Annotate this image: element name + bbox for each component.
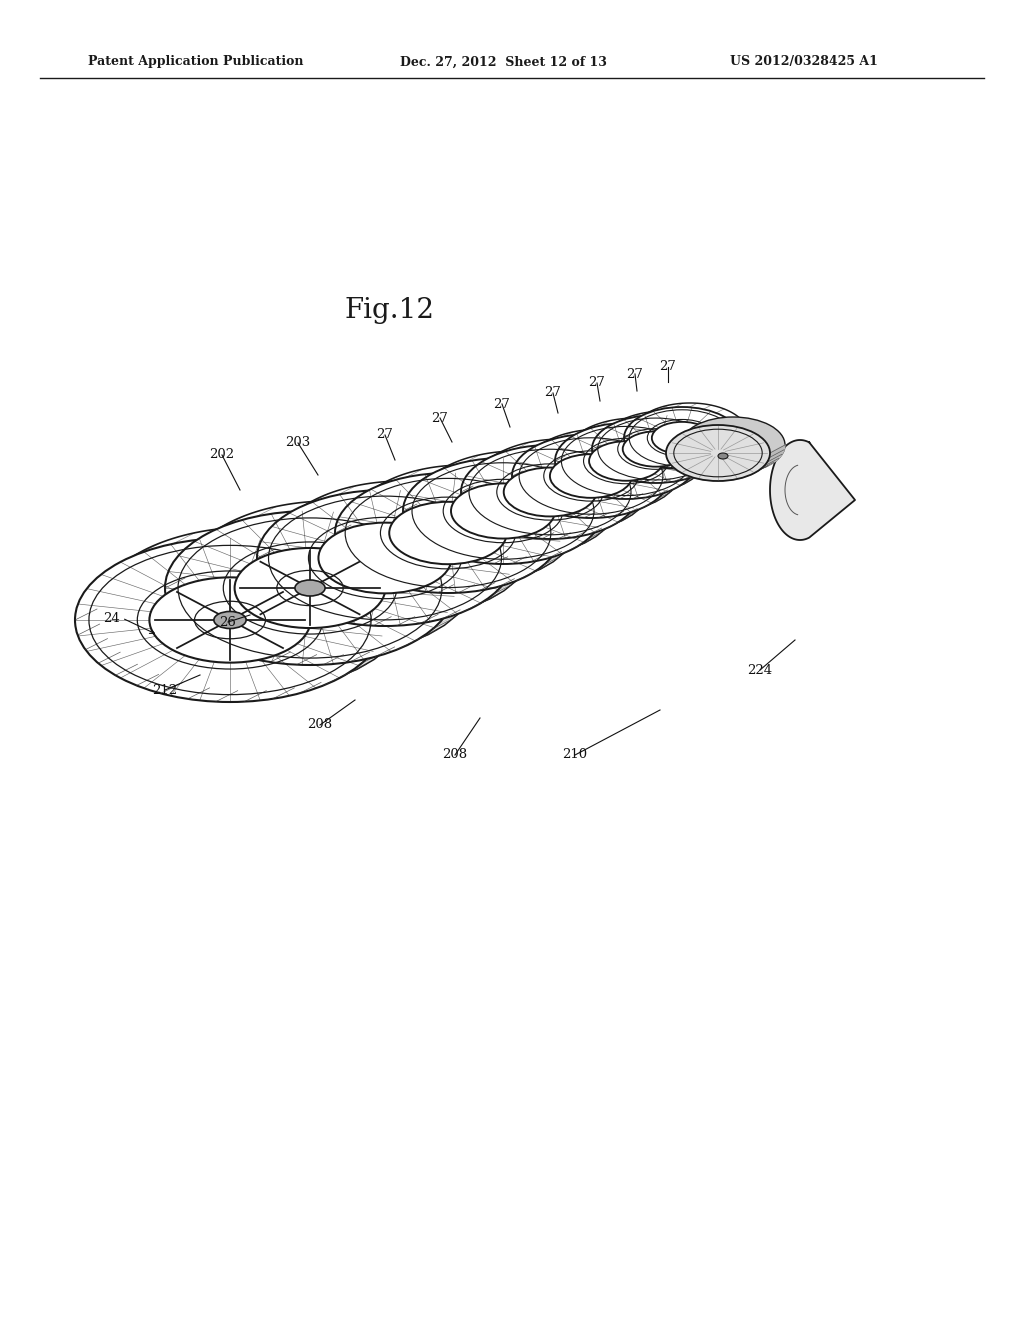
Polygon shape [75, 609, 407, 702]
Ellipse shape [150, 577, 310, 663]
Polygon shape [403, 504, 617, 564]
Text: 27: 27 [659, 360, 677, 374]
Ellipse shape [389, 502, 507, 564]
Text: 24: 24 [103, 611, 121, 624]
Polygon shape [555, 455, 707, 499]
Ellipse shape [718, 453, 728, 459]
Text: 27: 27 [494, 397, 510, 411]
Ellipse shape [257, 490, 513, 626]
Polygon shape [165, 578, 475, 665]
Ellipse shape [318, 523, 452, 594]
Ellipse shape [623, 432, 689, 467]
Ellipse shape [403, 458, 603, 564]
Polygon shape [512, 471, 681, 517]
Ellipse shape [75, 539, 385, 702]
Text: 27: 27 [589, 376, 605, 389]
Text: 208: 208 [307, 718, 333, 731]
Ellipse shape [512, 434, 670, 517]
Text: 27: 27 [545, 387, 561, 400]
Ellipse shape [335, 473, 561, 593]
Text: 26: 26 [219, 615, 237, 628]
Ellipse shape [214, 611, 246, 628]
Text: 212: 212 [153, 684, 177, 697]
Text: 203: 203 [286, 437, 310, 450]
Text: 202: 202 [210, 449, 234, 462]
Ellipse shape [624, 407, 740, 469]
Ellipse shape [681, 417, 785, 473]
Ellipse shape [589, 441, 663, 480]
Text: 27: 27 [431, 412, 449, 425]
Ellipse shape [555, 422, 697, 499]
Polygon shape [335, 525, 577, 593]
Polygon shape [666, 445, 785, 480]
Polygon shape [257, 549, 531, 626]
Text: 224: 224 [748, 664, 772, 676]
Ellipse shape [504, 467, 596, 516]
Ellipse shape [165, 511, 455, 665]
Text: Dec. 27, 2012  Sheet 12 of 13: Dec. 27, 2012 Sheet 12 of 13 [400, 55, 607, 69]
Ellipse shape [666, 425, 770, 480]
Ellipse shape [550, 454, 632, 498]
Text: Patent Application Publication: Patent Application Publication [88, 55, 303, 69]
Text: 208: 208 [442, 748, 468, 762]
Text: 27: 27 [377, 429, 393, 441]
Ellipse shape [592, 414, 720, 483]
Ellipse shape [295, 579, 325, 597]
Text: 27: 27 [627, 367, 643, 380]
Ellipse shape [451, 483, 555, 539]
Text: Fig.12: Fig.12 [345, 297, 435, 323]
Ellipse shape [461, 445, 639, 539]
Text: 210: 210 [562, 748, 588, 762]
Polygon shape [624, 434, 748, 469]
Text: US 2012/0328425 A1: US 2012/0328425 A1 [730, 55, 878, 69]
Polygon shape [592, 445, 729, 483]
Polygon shape [461, 486, 651, 539]
Ellipse shape [652, 422, 712, 454]
Polygon shape [770, 440, 855, 540]
Ellipse shape [234, 548, 385, 628]
